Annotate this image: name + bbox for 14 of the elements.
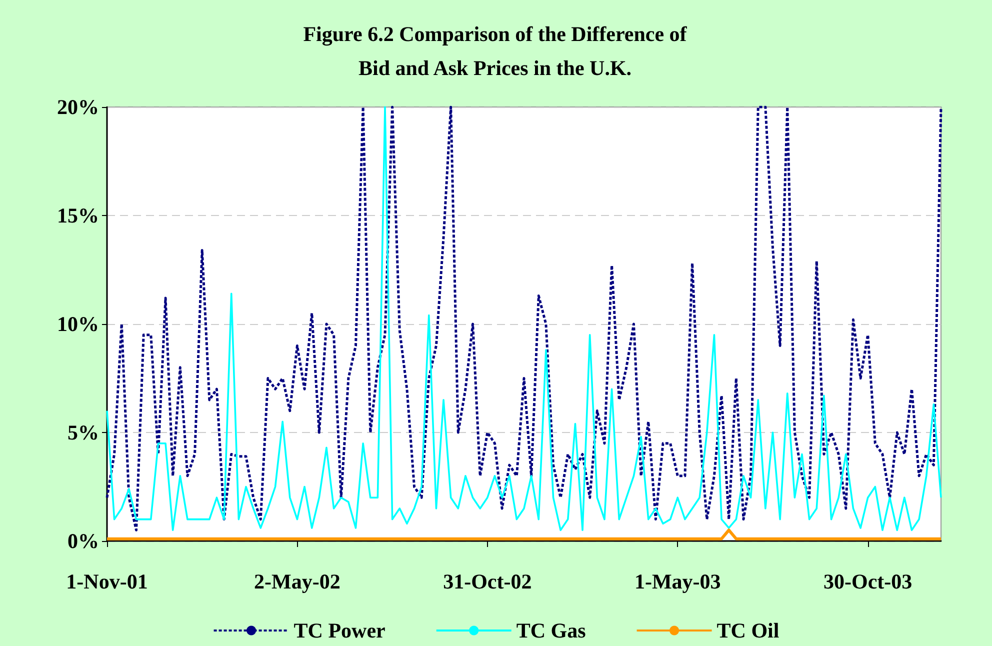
y-tick-label: 15% <box>57 204 99 228</box>
y-tick-label: 20% <box>57 95 99 119</box>
x-tick-label: 2-May-02 <box>254 570 340 594</box>
x-tick-label: 30-Oct-03 <box>824 570 912 594</box>
chart-title: Figure 6.2 Comparison of the Difference of Bid and Ask Prices in the U.K. <box>303 22 688 80</box>
legend-label: TC Oil <box>716 618 780 642</box>
x-tick-label: 31-Oct-02 <box>443 570 532 594</box>
x-tick-label: 1-Nov-01 <box>66 570 148 594</box>
y-tick-label: 5% <box>68 420 99 444</box>
legend-label: TC Power <box>294 618 386 642</box>
y-tick-label: 10% <box>57 312 99 336</box>
x-tick-label: 1-May-03 <box>634 570 721 594</box>
y-tick-label: 0% <box>68 529 99 553</box>
legend-label: TC Gas <box>516 618 586 642</box>
